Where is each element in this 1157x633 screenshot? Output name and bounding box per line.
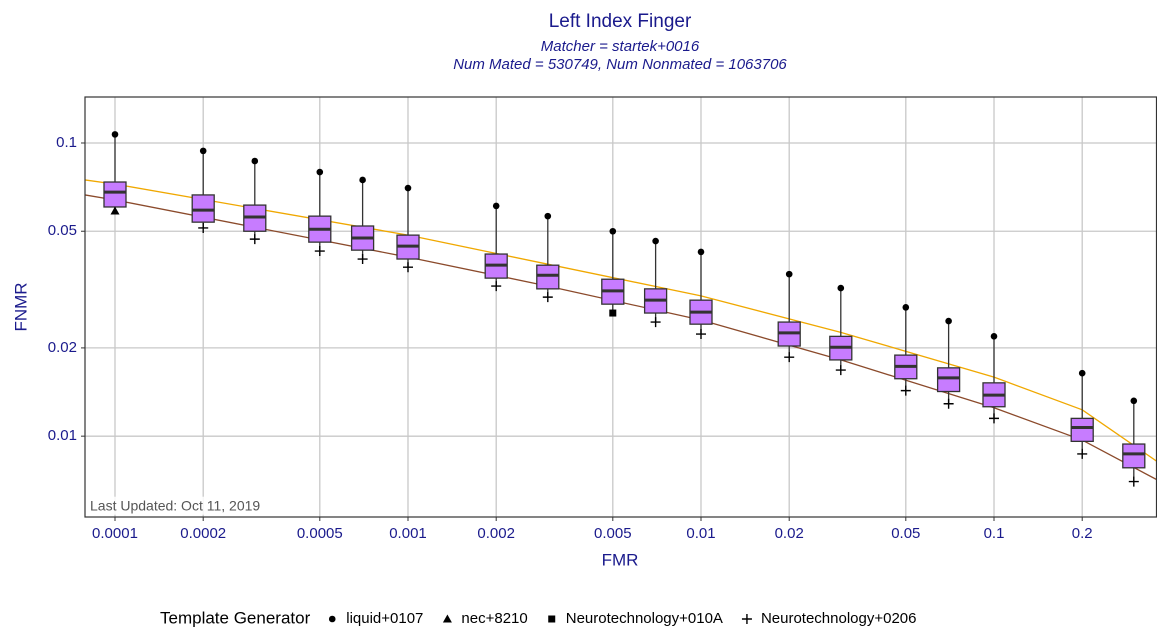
legend-label: nec+8210 — [461, 610, 527, 627]
x-tick-label: 0.002 — [477, 525, 515, 542]
point — [835, 365, 846, 376]
point — [198, 222, 209, 233]
point — [1128, 476, 1139, 487]
x-tick-label: 0.0005 — [297, 525, 343, 542]
y-axis-label: FNMR — [11, 282, 30, 331]
point — [609, 227, 617, 235]
x-tick-label: 0.0001 — [92, 525, 138, 542]
box — [191, 194, 215, 223]
point — [989, 413, 1000, 424]
point — [357, 254, 368, 265]
legend-swatch — [328, 615, 336, 623]
point — [111, 131, 119, 138]
point — [1130, 397, 1138, 405]
x-tick-label: 0.0002 — [180, 525, 226, 542]
legend-title: Template Generator — [160, 608, 311, 627]
legend-entry: Neurotechnology+0206 — [741, 610, 917, 627]
point — [251, 157, 259, 165]
point — [696, 329, 706, 340]
box — [103, 181, 127, 208]
point — [1078, 369, 1086, 377]
y-tick-label: 0.01 — [48, 427, 77, 444]
chart-title: Left Index Finger — [549, 11, 692, 32]
legend-entry: Neurotechnology+010A — [548, 610, 723, 627]
point — [314, 246, 325, 257]
point — [785, 270, 793, 278]
point — [945, 317, 952, 325]
point — [990, 333, 998, 340]
point — [902, 304, 910, 311]
point — [249, 234, 260, 245]
x-tick-label: 0.2 — [1072, 525, 1093, 542]
box — [936, 367, 961, 393]
x-axis-label: FMR — [602, 550, 639, 569]
point — [492, 202, 500, 210]
legend-label: Neurotechnology+0206 — [761, 610, 917, 627]
point — [404, 184, 412, 192]
point — [650, 317, 661, 328]
legend-label: Neurotechnology+010A — [566, 610, 723, 627]
legend-entry: liquid+0107 — [328, 610, 423, 627]
x-tick-label: 0.001 — [389, 525, 427, 542]
point — [609, 309, 617, 317]
point — [542, 292, 553, 303]
x-tick-label: 0.02 — [775, 525, 804, 542]
point — [544, 212, 552, 220]
plot-background — [85, 97, 1157, 517]
point — [359, 176, 366, 184]
x-tick-label: 0.05 — [891, 525, 920, 542]
point — [316, 168, 324, 176]
legend-swatch — [548, 615, 556, 623]
legend-entry: nec+8210 — [442, 610, 528, 627]
x-tick-label: 0.01 — [686, 525, 715, 542]
point — [199, 147, 207, 155]
subtitle: Num Mated = 530749, Num Nonmated = 10637… — [453, 56, 787, 73]
point — [110, 206, 120, 215]
y-tick-label: 0.1 — [56, 134, 77, 151]
y-tick-label: 0.02 — [48, 339, 77, 356]
legend-swatch — [442, 614, 452, 623]
box — [1070, 417, 1094, 443]
y-tick-label: 0.05 — [48, 222, 77, 239]
point — [900, 385, 911, 396]
point — [943, 398, 954, 409]
point — [402, 262, 413, 273]
point — [652, 237, 659, 245]
annotation-background — [88, 496, 263, 515]
point — [784, 352, 795, 363]
legend-swatch — [741, 614, 752, 624]
legend-label: liquid+0107 — [346, 610, 423, 627]
box — [1122, 443, 1146, 469]
subtitle: Matcher = startek+0016 — [541, 38, 700, 55]
point — [697, 248, 705, 256]
x-tick-label: 0.005 — [594, 525, 632, 542]
x-tick-label: 0.1 — [984, 525, 1005, 542]
point — [1077, 448, 1088, 459]
point — [837, 284, 845, 292]
box — [536, 264, 560, 290]
annotation: Last Updated: Oct 11, 2019 — [90, 498, 260, 514]
point — [491, 281, 502, 292]
